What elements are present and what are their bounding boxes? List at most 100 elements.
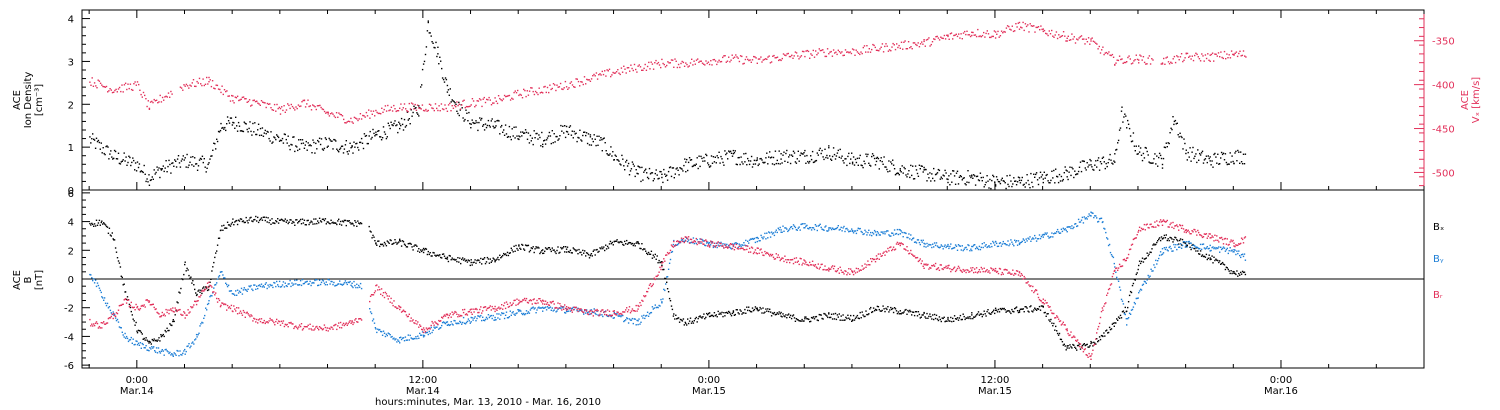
bx-series-point: [1135, 273, 1137, 276]
density-series-point: [95, 137, 98, 139]
velocity-series-point: [531, 87, 533, 89]
by-series-point: [1242, 255, 1245, 258]
density-series-point: [357, 146, 359, 149]
density-series-point: [585, 134, 587, 137]
by-series-point: [787, 230, 789, 233]
velocity-series-point: [1122, 62, 1124, 64]
by-series-point: [277, 284, 279, 286]
density-series-point: [156, 166, 158, 168]
by-series-point: [875, 233, 878, 236]
bx-series-point: [125, 298, 128, 301]
y2-tick-label: -400: [1432, 81, 1455, 92]
bx-series-point: [714, 315, 716, 317]
density-series-point: [243, 121, 245, 123]
density-series-point: [1222, 152, 1225, 154]
by-series-point: [289, 279, 291, 282]
density-series-point: [1066, 176, 1068, 178]
bz-series-point: [160, 315, 163, 317]
by-series-point: [876, 231, 879, 233]
bx-series-point: [994, 307, 997, 309]
bx-series-point: [858, 317, 860, 320]
bx-series-point: [671, 308, 674, 311]
velocity-series-point: [1004, 31, 1006, 33]
bz-series-point: [163, 313, 165, 315]
by-series-point: [957, 244, 960, 246]
bx-series-point: [190, 276, 192, 278]
bx-series-point: [856, 314, 859, 317]
velocity-series-point: [707, 61, 710, 63]
by-series-point: [537, 307, 539, 309]
velocity-series-point: [546, 86, 549, 89]
by-series-point: [1106, 237, 1108, 239]
bz-series-point: [134, 309, 136, 311]
by-series-point: [720, 241, 722, 244]
density-series-point: [977, 179, 980, 181]
bx-series-point: [477, 259, 479, 261]
density-series-point: [618, 160, 620, 162]
bx-series-point: [1114, 322, 1116, 324]
velocity-series-point: [214, 88, 216, 90]
bx-series-point: [147, 340, 149, 343]
by-series-point: [132, 338, 134, 340]
density-series-point: [899, 169, 901, 172]
density-series-point: [640, 180, 642, 183]
density-series-point: [1215, 156, 1217, 158]
density-series-point: [118, 162, 121, 165]
by-series-point: [215, 283, 217, 286]
bx-series-point: [483, 257, 486, 259]
velocity-series-point: [669, 62, 671, 64]
bx-series-point: [1194, 247, 1196, 250]
bx-series-point: [424, 247, 427, 250]
density-series-point: [377, 130, 379, 132]
density-series-point: [1190, 160, 1192, 162]
bx-series-point: [990, 313, 992, 315]
density-series-point: [398, 121, 400, 123]
bx-series-point: [236, 223, 239, 226]
bx-series-point: [113, 239, 115, 241]
by-series-point: [1223, 247, 1226, 249]
velocity-series-point: [428, 103, 431, 105]
density-axis-label-line: [cm⁻³]: [34, 84, 45, 116]
density-series-point: [247, 131, 249, 133]
velocity-series-point: [919, 43, 922, 45]
bx-series-point: [692, 322, 695, 324]
density-series-point: [465, 109, 467, 111]
by-series-point: [1012, 243, 1014, 245]
bx-series-point: [1208, 254, 1210, 256]
by-series-point: [293, 283, 295, 285]
bx-series-point: [453, 258, 455, 260]
bx-series-point: [411, 246, 413, 248]
by-series-point: [882, 232, 884, 235]
bx-series-point: [837, 316, 839, 318]
by-series-point: [253, 284, 255, 286]
bx-series-point: [92, 223, 94, 226]
velocity-series-point: [974, 34, 977, 36]
velocity-series-point: [695, 59, 698, 61]
bx-series-point: [148, 340, 151, 343]
density-series-point: [205, 171, 207, 173]
bx-series-point: [646, 253, 649, 256]
by-series-point: [1090, 211, 1092, 213]
density-series-point: [1022, 184, 1024, 186]
by-series-point: [243, 287, 245, 289]
bx-series-point: [583, 252, 585, 254]
density-series-point: [589, 134, 592, 136]
velocity-series-point: [1096, 43, 1098, 45]
bx-series-point: [435, 255, 437, 257]
density-series-point: [139, 171, 142, 173]
bx-series-point: [369, 230, 371, 232]
bx-series-point: [955, 318, 958, 320]
velocity-series-point: [650, 61, 652, 63]
bx-series-point: [128, 303, 131, 306]
bx-series-point: [1083, 343, 1085, 345]
bx-series-point: [375, 242, 377, 244]
velocity-series-point: [465, 105, 468, 108]
bx-series-point: [1244, 273, 1247, 276]
by-series-point: [338, 283, 340, 285]
by-series-point: [161, 349, 163, 351]
density-series-point: [186, 153, 188, 156]
by-series-point: [339, 280, 341, 282]
by-series-point: [540, 307, 542, 309]
bz-series-point: [208, 281, 210, 283]
bz-series-point: [136, 305, 139, 308]
